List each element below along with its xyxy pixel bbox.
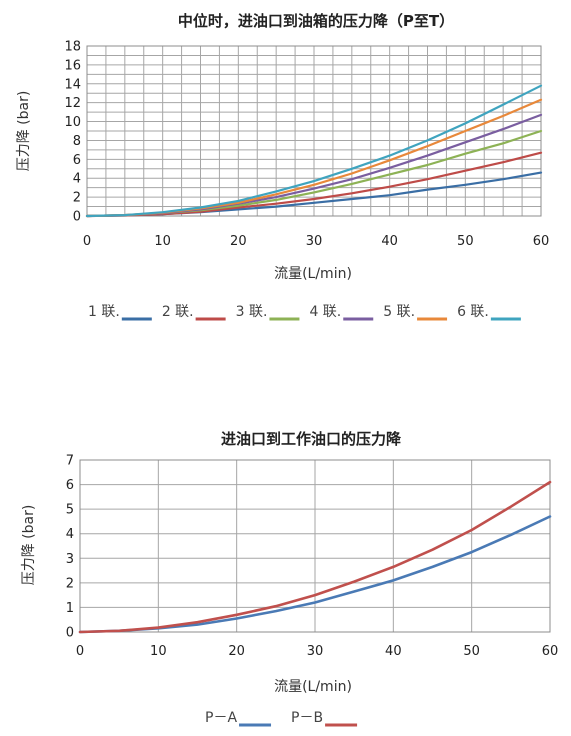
y-tick-label: 6 — [66, 478, 74, 493]
y-tick-label: 12 — [64, 96, 81, 111]
x-tick-label: 50 — [457, 234, 474, 249]
x-axis-ticks: 0 10 20 30 40 50 60 — [83, 234, 549, 249]
chart-title: 进油口到工作油口的压力降 — [221, 430, 402, 448]
y-tick-label: 5 — [66, 503, 74, 518]
x-tick-label: 20 — [230, 234, 247, 249]
x-tick-label: 0 — [76, 644, 84, 659]
x-axis-ticks: 0 10 20 30 40 50 60 — [76, 644, 558, 659]
y-tick-label: 1 — [66, 601, 74, 616]
y-tick-label: 0 — [73, 210, 81, 225]
x-tick-label: 50 — [463, 644, 480, 659]
x-tick-label: 10 — [154, 234, 171, 249]
series-lines — [85, 84, 543, 218]
x-tick-label: 30 — [307, 644, 324, 659]
chart-pressure-drop-p-to-t: 中位时，进油口到油箱的压力降（P至T） 0 2 4 6 8 10 12 14 16 18 0 10 2… — [16, 12, 549, 321]
legend-item: P－A — [205, 710, 272, 727]
y-tick-label: 6 — [73, 153, 81, 168]
x-tick-label: 40 — [385, 644, 402, 659]
series-line — [78, 480, 552, 634]
series-line — [85, 84, 543, 218]
x-tick-label: 0 — [83, 234, 91, 249]
legend-item: 4 联. — [309, 304, 374, 321]
legend-label: P－A — [205, 710, 237, 726]
legend-item: 6 联. — [457, 304, 521, 321]
series-lines — [78, 480, 552, 634]
x-tick-label: 40 — [381, 234, 398, 249]
y-axis-label: 压力降 (bar) — [21, 505, 37, 586]
y-tick-label: 14 — [64, 77, 81, 92]
x-tick-label: 10 — [150, 644, 167, 659]
y-tick-label: 4 — [73, 172, 81, 187]
y-tick-label: 2 — [66, 576, 74, 591]
y-tick-label: 4 — [66, 527, 74, 542]
legend-item: 1 联. — [88, 304, 152, 321]
legend-item: 2 联. — [162, 304, 226, 321]
y-tick-label: 2 — [73, 191, 81, 206]
y-tick-label: 7 — [66, 454, 74, 469]
grid — [79, 459, 551, 633]
chart-pressure-drop-p-to-work: 进油口到工作油口的压力降 0 1 2 3 4 5 6 7 0 10 20 30 40 50 60 压力降 … — [21, 430, 558, 727]
legend-label: 5 联. — [383, 304, 415, 320]
y-tick-label: 3 — [66, 552, 74, 567]
legend-label: 3 联. — [236, 304, 268, 320]
x-tick-label: 30 — [306, 234, 323, 249]
legend-item: 5 联. — [383, 304, 448, 321]
y-tick-label: 16 — [64, 58, 81, 73]
legend-item: P－B — [291, 710, 358, 727]
x-tick-label: 60 — [533, 234, 550, 249]
y-axis-ticks: 0 1 2 3 4 5 6 7 — [66, 454, 74, 641]
legend-label: P－B — [291, 710, 323, 726]
legend: 1 联. 2 联. 3 联. 4 联. 5 联. 6 联. — [88, 304, 521, 321]
legend-label: 4 联. — [309, 304, 341, 320]
x-axis-label: 流量(L/min) — [274, 679, 352, 695]
y-tick-label: 18 — [64, 40, 81, 55]
y-tick-label: 8 — [73, 134, 81, 149]
y-axis-ticks: 0 2 4 6 8 10 12 14 16 18 — [64, 40, 81, 225]
x-axis-label: 流量(L/min) — [274, 266, 352, 282]
x-tick-label: 20 — [228, 644, 245, 659]
legend: P－A P－B — [205, 710, 358, 727]
chart-title: 中位时，进油口到油箱的压力降（P至T） — [178, 12, 454, 30]
grid — [86, 45, 542, 217]
x-tick-label: 60 — [542, 644, 559, 659]
legend-item: 3 联. — [236, 304, 300, 321]
y-tick-label: 10 — [64, 115, 81, 130]
legend-label: 1 联. — [88, 304, 120, 320]
legend-label: 6 联. — [457, 304, 489, 320]
legend-label: 2 联. — [162, 304, 194, 320]
plot-frame — [79, 459, 551, 633]
y-tick-label: 0 — [66, 626, 74, 641]
y-axis-label: 压力降 (bar) — [16, 91, 32, 172]
